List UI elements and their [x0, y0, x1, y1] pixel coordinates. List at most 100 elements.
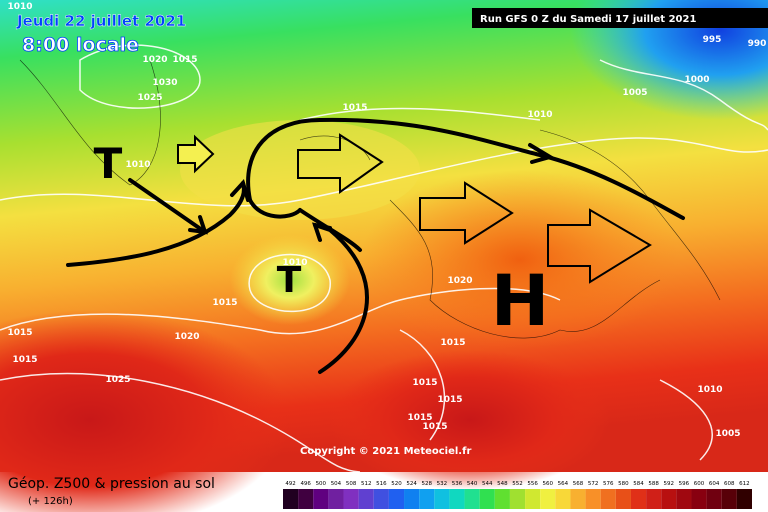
isobar-label: 1015	[422, 422, 447, 432]
colorbar-swatch	[646, 489, 662, 509]
colorbar-label: 508	[346, 481, 357, 487]
colorbar-label: 576	[603, 481, 614, 487]
hollow-arrows	[177, 133, 652, 284]
isobar-label: 1015	[12, 355, 37, 365]
isobar-label: 1015	[342, 103, 367, 113]
colorbar-label: 544	[482, 481, 493, 487]
colorbar-swatch	[343, 489, 359, 509]
colorbar-label: 604	[709, 481, 720, 487]
colorbar-swatch	[388, 489, 405, 509]
colorbar-swatch	[404, 489, 420, 509]
pressure-center: T	[277, 260, 302, 301]
isobar-label: 1020	[142, 55, 167, 65]
colorbar-swatch	[464, 489, 480, 509]
isobars	[0, 44, 768, 473]
run-info: Run GFS 0 Z du Samedi 17 juillet 2021	[480, 14, 696, 25]
colorbar-label: 500	[316, 481, 327, 487]
colorbar-swatch	[691, 489, 707, 509]
colorbar-swatch	[479, 489, 495, 509]
isobar-label: 990	[748, 39, 767, 49]
low-field	[570, 0, 768, 120]
colorbar-label: 528	[421, 481, 432, 487]
colorbar-swatch	[630, 489, 647, 509]
colorbar-swatch	[283, 489, 299, 509]
colorbar-swatch	[585, 489, 601, 509]
footer-title: Géop. Z500 & pression au sol	[8, 476, 215, 492]
isobar-label: 1005	[622, 88, 647, 98]
colorbar-swatch	[736, 489, 752, 509]
colorbar-label: 600	[694, 481, 705, 487]
colorbar-swatch	[600, 489, 616, 509]
pressure-center: H	[491, 260, 550, 342]
markers: T T H	[94, 139, 550, 342]
colorbar-label: 524	[406, 481, 417, 487]
colorbar-swatch	[721, 489, 737, 509]
colorbar-label: 548	[497, 481, 508, 487]
isobar-label: 1025	[105, 375, 130, 385]
colorbar-label: 492	[285, 481, 296, 487]
isobar-label: 1015	[440, 338, 465, 348]
colorbar-label: 540	[467, 481, 478, 487]
colorbar-swatch	[555, 489, 571, 509]
flow-arrows	[66, 117, 685, 374]
isobar-labels: 1010 1020 1015 1030 1025 1015 1010 1010 1010 1015…	[7, 2, 766, 439]
isobar-label: 1010	[697, 385, 722, 395]
isobar-label: 1015	[437, 395, 462, 405]
isobar-label: 1000	[684, 75, 709, 85]
isobar-label: 995	[703, 35, 722, 45]
date: Jeudi 22 juillet 2021	[16, 12, 186, 30]
isobar-label: 1020	[447, 276, 472, 286]
colorbar-label: 612	[739, 481, 750, 487]
isobar-label: 1015	[412, 378, 437, 388]
colorbar-swatch	[525, 489, 541, 509]
colorbar-swatch	[449, 489, 465, 509]
colorbar-swatch	[540, 489, 556, 509]
colorbar-label: 564	[558, 481, 569, 487]
colorbar-label: 512	[361, 481, 372, 487]
isobar-label: 1010	[125, 160, 150, 170]
colorbar-label: 516	[376, 481, 387, 487]
colorbar-label: 596	[679, 481, 690, 487]
colorbar-label: 588	[648, 481, 659, 487]
isobar-label: 1015	[407, 413, 432, 423]
colorbar-swatch	[419, 489, 435, 509]
isobar-label: 1015	[7, 328, 32, 338]
footer-lead: (+ 126h)	[28, 496, 73, 507]
colorbar-label: 496	[300, 481, 311, 487]
colorbar-swatch	[434, 489, 450, 509]
high-field	[330, 350, 610, 490]
colorbar-swatch	[615, 489, 631, 509]
copyright: Copyright © 2021 Meteociel.fr	[300, 446, 471, 457]
isobar-label: 1010	[527, 110, 552, 120]
colorbar-label: 520	[391, 481, 402, 487]
colorbar: 492 496 500 504 508 512 516 520 524 528 532 536 540 5…	[283, 481, 752, 509]
colorbar-label: 552	[512, 481, 523, 487]
isobar-label: 1025	[137, 93, 162, 103]
colorbar-label: 556	[527, 481, 538, 487]
isobar-label: 1010	[7, 2, 32, 12]
colorbar-swatch	[313, 489, 329, 509]
isobar-label: 1030	[152, 78, 177, 88]
isobar-label: 1005	[715, 429, 740, 439]
isobar-label: 1015	[212, 298, 237, 308]
colorbar-swatch	[494, 489, 510, 509]
colorbar-swatch	[509, 489, 526, 509]
colorbar-label: 592	[664, 481, 675, 487]
high-field	[0, 310, 290, 512]
colorbar-label: 560	[543, 481, 554, 487]
colorbar-swatch	[358, 489, 374, 509]
colorbar-label: 608	[724, 481, 735, 487]
colorbar-label: 584	[633, 481, 644, 487]
colorbar-label: 568	[573, 481, 584, 487]
colorbar-label: 532	[437, 481, 448, 487]
isobar-label: 1015	[172, 55, 197, 65]
colorbar-label: 580	[618, 481, 629, 487]
colorbar-label: 504	[331, 481, 342, 487]
isobar-label: 1010	[282, 258, 307, 268]
colorbar-swatch	[298, 489, 314, 509]
isobar-label: 1020	[174, 332, 199, 342]
colorbar-label: 536	[452, 481, 463, 487]
colorbar-swatch	[373, 489, 389, 509]
colorbar-swatch	[676, 489, 692, 509]
